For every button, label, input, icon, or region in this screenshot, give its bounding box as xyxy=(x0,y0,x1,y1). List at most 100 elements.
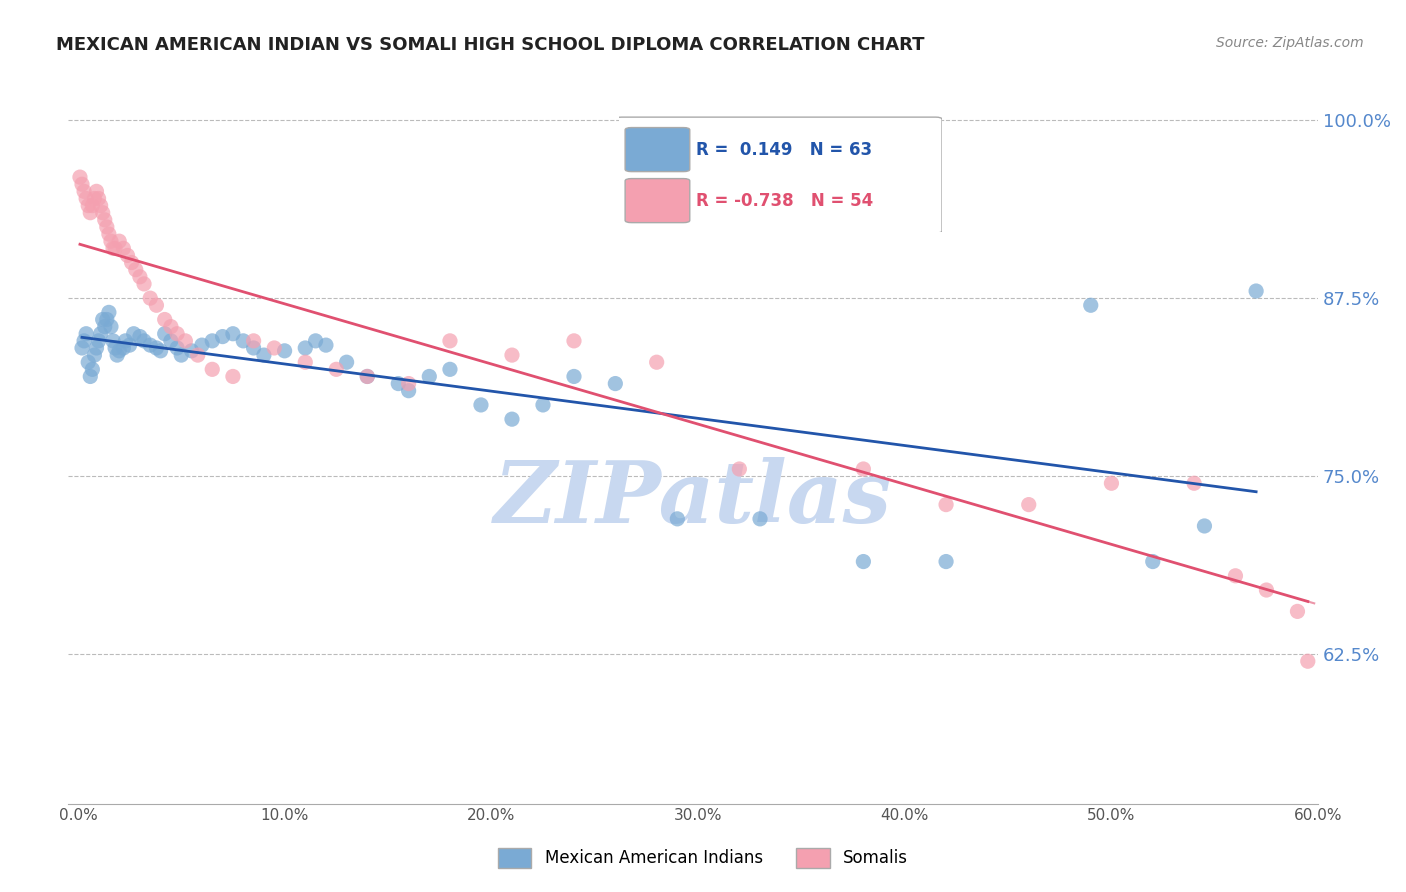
Point xyxy=(1182,476,1205,491)
Point xyxy=(1194,519,1216,533)
Point xyxy=(1080,298,1102,312)
Point xyxy=(118,338,141,352)
Point xyxy=(211,329,233,343)
Point xyxy=(273,343,295,358)
Point xyxy=(83,191,105,205)
Point xyxy=(935,555,957,569)
Point xyxy=(187,348,209,362)
Point xyxy=(90,326,112,341)
Point xyxy=(70,178,93,192)
Point xyxy=(79,205,101,219)
Point xyxy=(1256,582,1278,597)
Text: Source: ZipAtlas.com: Source: ZipAtlas.com xyxy=(1216,36,1364,50)
Point xyxy=(304,334,326,348)
Point xyxy=(387,376,409,391)
Point xyxy=(263,341,285,355)
Point xyxy=(104,241,127,255)
Point xyxy=(1018,498,1040,512)
Point xyxy=(852,462,875,476)
Point xyxy=(83,348,105,362)
Point xyxy=(935,498,957,512)
Point xyxy=(86,341,108,355)
Point xyxy=(666,512,689,526)
Point xyxy=(160,319,183,334)
Point xyxy=(100,234,122,248)
Point xyxy=(294,355,316,369)
Point xyxy=(75,326,97,341)
Point xyxy=(749,512,772,526)
Point xyxy=(1244,284,1267,298)
Point xyxy=(166,341,188,355)
Point xyxy=(325,362,347,376)
Point xyxy=(1099,476,1122,491)
Point xyxy=(129,269,152,284)
Point xyxy=(117,248,139,262)
Point xyxy=(160,334,183,348)
Point xyxy=(253,348,276,362)
Point xyxy=(1286,604,1309,618)
Point xyxy=(180,343,202,358)
Text: ZIPatlas: ZIPatlas xyxy=(494,457,891,541)
Point xyxy=(101,241,124,255)
Text: MEXICAN AMERICAN INDIAN VS SOMALI HIGH SCHOOL DIPLOMA CORRELATION CHART: MEXICAN AMERICAN INDIAN VS SOMALI HIGH S… xyxy=(56,36,925,54)
Point xyxy=(398,384,420,398)
Point xyxy=(69,170,91,185)
Legend: Mexican American Indians, Somalis: Mexican American Indians, Somalis xyxy=(492,841,914,875)
Point xyxy=(439,362,461,376)
Point xyxy=(112,341,135,355)
Point xyxy=(153,326,176,341)
Point xyxy=(222,326,245,341)
FancyBboxPatch shape xyxy=(626,128,690,171)
Point xyxy=(170,348,193,362)
Point xyxy=(94,319,117,334)
Point xyxy=(531,398,554,412)
Point xyxy=(145,341,167,355)
Point xyxy=(96,312,118,326)
Text: R = -0.738   N = 54: R = -0.738 N = 54 xyxy=(696,192,873,210)
Point xyxy=(129,329,152,343)
Point xyxy=(242,334,264,348)
Point xyxy=(114,334,136,348)
Point xyxy=(1296,654,1319,668)
Point xyxy=(356,369,378,384)
Point xyxy=(132,334,155,348)
Point xyxy=(242,341,264,355)
Point xyxy=(149,343,172,358)
Point xyxy=(294,341,316,355)
Point xyxy=(139,338,162,352)
Point xyxy=(174,334,197,348)
Text: R =  0.149   N = 63: R = 0.149 N = 63 xyxy=(696,141,872,159)
FancyBboxPatch shape xyxy=(626,178,690,223)
Point xyxy=(97,305,120,319)
Point xyxy=(562,369,585,384)
Point xyxy=(97,227,120,241)
Point xyxy=(75,191,97,205)
Point xyxy=(94,212,117,227)
Point xyxy=(79,369,101,384)
Point xyxy=(852,555,875,569)
Point xyxy=(125,262,148,277)
Point xyxy=(418,369,440,384)
Point xyxy=(336,355,359,369)
Point xyxy=(91,312,114,326)
Point xyxy=(153,312,176,326)
Point xyxy=(122,326,145,341)
Point xyxy=(166,326,188,341)
Point xyxy=(1225,569,1247,583)
Point xyxy=(132,277,155,291)
Point xyxy=(315,338,337,352)
Point xyxy=(439,334,461,348)
Point xyxy=(1142,555,1164,569)
Point xyxy=(139,291,162,305)
Point xyxy=(90,198,112,212)
Point xyxy=(201,334,224,348)
Point xyxy=(91,205,114,219)
Point xyxy=(645,355,668,369)
Point xyxy=(87,191,110,205)
Point xyxy=(605,376,627,391)
Point xyxy=(562,334,585,348)
Point xyxy=(87,334,110,348)
Point xyxy=(222,369,245,384)
Point xyxy=(728,462,751,476)
Point xyxy=(501,348,523,362)
